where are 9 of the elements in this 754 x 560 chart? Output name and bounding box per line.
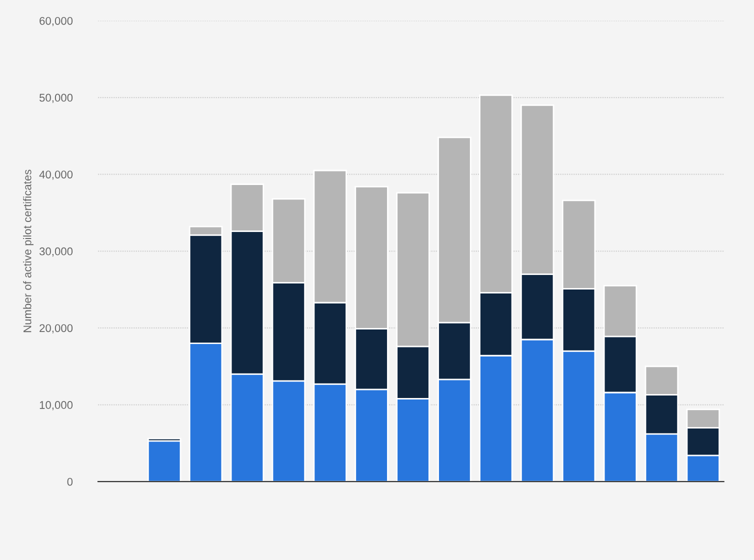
y-tick-label: 60,000 [40,16,73,26]
y-tick-label: 20,000 [40,324,73,334]
y-tick-label: 10,000 [40,401,73,410]
y-tick-label: 0 [67,478,73,486]
y-tick-label: 50,000 [39,94,73,103]
bar [147,440,182,482]
y-tick-label: 30,000 [39,247,73,257]
y-axis-title: Number of active pilot certificates [23,170,34,332]
y-tick-label: 40,000 [39,170,73,180]
